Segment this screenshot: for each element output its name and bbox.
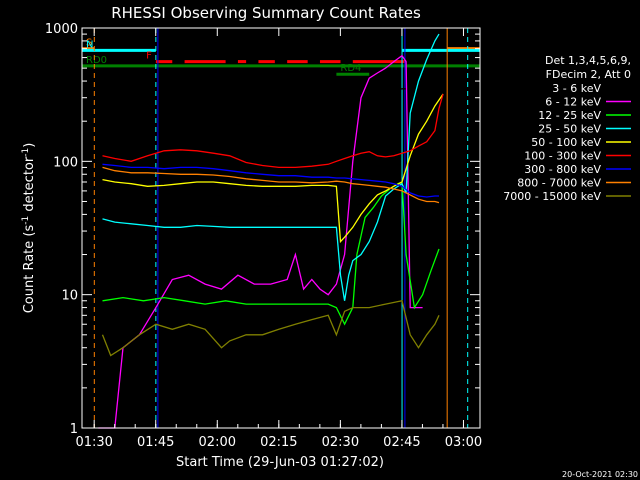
- series-line-0: [168, 88, 407, 297]
- legend-label-0: 3 - 6 keV: [552, 82, 601, 95]
- x-tick-label-5: 02:45: [383, 435, 420, 450]
- flag-label-3: RD0: [86, 55, 107, 66]
- x-axis-ticks: 01:30 01:45 02:00 02:15 02:30 02:45 03:00: [75, 28, 482, 450]
- series-line-8: [101, 300, 440, 357]
- x-tick-label-6: 03:00: [445, 435, 482, 450]
- x-tick-label-4: 02:30: [322, 435, 359, 450]
- legend-label-4: 50 - 100 keV: [531, 136, 601, 149]
- y-axis-label: Count Rate (s-1 detector-1): [21, 143, 37, 314]
- legend: Det 1,3,4,5,6,9, FDecim 2, Att 0 3 - 6 k…: [503, 54, 631, 203]
- y-tick-label-2: 100: [53, 155, 78, 170]
- y-axis-ticks: 1 10 100 1000: [45, 22, 480, 437]
- legend-header-line-1: Det 1,3,4,5,6,9,: [545, 54, 631, 67]
- x-tick-label-2: 02:00: [199, 435, 236, 450]
- series-line-7: [102, 166, 440, 204]
- x-tick-label-0: 01:30: [75, 435, 112, 450]
- series-line-2: [102, 181, 440, 326]
- flag-label-0: S: [86, 38, 92, 49]
- x-tick-label-1: 01:45: [137, 435, 174, 450]
- series-lines: [98, 33, 444, 429]
- series-line-6: [102, 163, 439, 198]
- legend-label-5: 100 - 300 keV: [524, 150, 601, 163]
- y-tick-label-0: 1: [70, 422, 78, 437]
- x-axis-label: Start Time (29-Jun-03 01:27:02): [176, 455, 384, 470]
- chart-title: RHESSI Observing Summary Count Rates: [111, 4, 421, 22]
- series-line-5: [102, 93, 444, 169]
- legend-label-2: 12 - 25 keV: [538, 109, 601, 122]
- legend-header-line-2: FDecim 2, Att 0: [546, 68, 631, 81]
- footer-timestamp: 20-Oct-2021 02:30: [562, 470, 638, 479]
- flag-bars: SN F RD0 RD4: [82, 38, 480, 76]
- legend-label-8: 7000 - 15000 keV: [503, 190, 601, 203]
- legend-label-1: 6 - 12 keV: [545, 96, 601, 109]
- flag-label-4: RD4: [340, 63, 361, 74]
- legend-label-3: 25 - 50 keV: [538, 123, 601, 136]
- series-line-3: [102, 33, 440, 301]
- legend-label-6: 300 - 800 keV: [524, 163, 601, 176]
- y-tick-label-1: 10: [61, 289, 78, 304]
- x-tick-label-3: 02:15: [260, 435, 297, 450]
- vertical-markers: [93, 28, 469, 428]
- y-tick-label-3: 1000: [45, 22, 78, 37]
- series-line-1: [98, 54, 423, 429]
- legend-label-7: 800 - 7000 keV: [517, 177, 601, 190]
- flag-label-2: F: [146, 51, 152, 62]
- plot-frame: [81, 27, 481, 429]
- series-line-4: [102, 93, 444, 244]
- flag-label-1: N: [86, 39, 93, 50]
